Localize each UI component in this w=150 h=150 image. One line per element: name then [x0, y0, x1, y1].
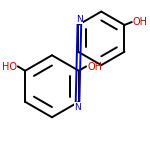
Text: OH: OH — [133, 17, 148, 27]
Text: HO: HO — [2, 61, 17, 72]
Text: OH: OH — [87, 61, 102, 72]
Text: N: N — [76, 15, 83, 24]
Text: N: N — [74, 103, 81, 112]
